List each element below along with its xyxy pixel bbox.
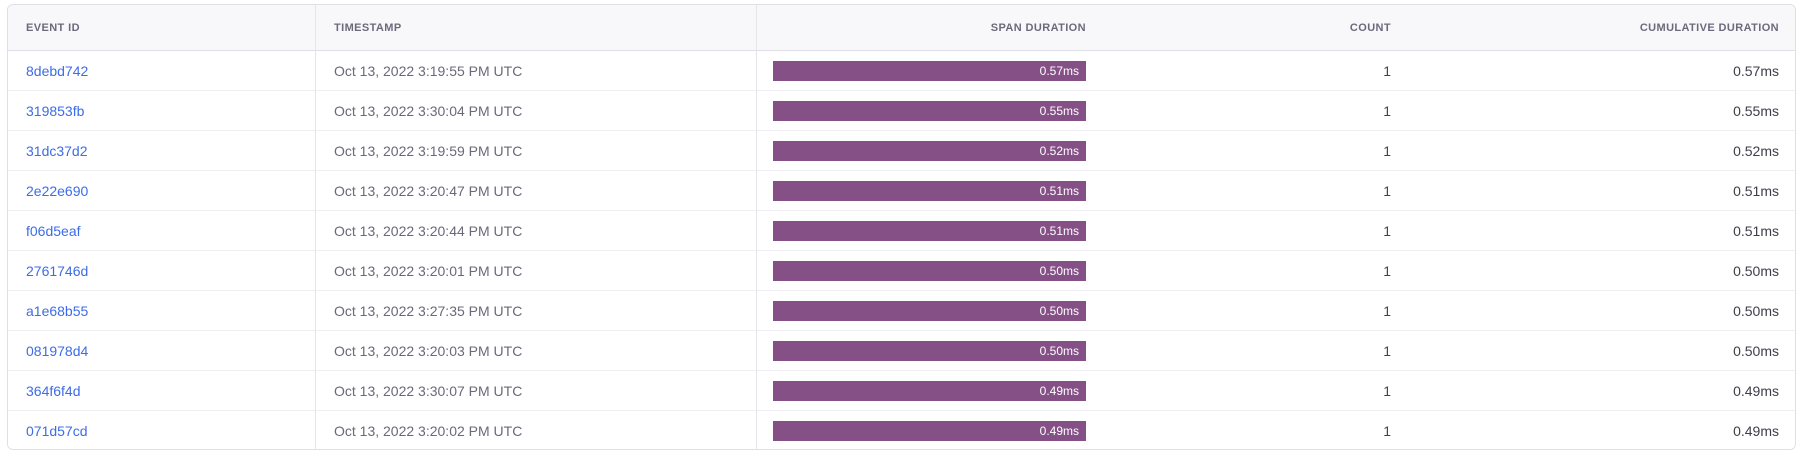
span-duration-bar: 0.51ms: [773, 220, 1086, 241]
span-duration-cell: 0.55ms: [757, 91, 1102, 130]
timestamp-cell: Oct 13, 2022 3:20:47 PM UTC: [316, 171, 757, 210]
span-duration-cell: 0.50ms: [757, 251, 1102, 290]
column-header-event-id[interactable]: EVENT ID: [8, 5, 316, 50]
event-id-cell: a1e68b55: [8, 291, 316, 330]
table-row: 8debd742 Oct 13, 2022 3:19:55 PM UTC 0.5…: [8, 51, 1795, 91]
span-duration-label: 0.51ms: [1039, 183, 1079, 198]
cumulative-duration-cell: 0.50ms: [1733, 262, 1779, 279]
table-row: 31dc37d2 Oct 13, 2022 3:19:59 PM UTC 0.5…: [8, 131, 1795, 171]
event-id-link[interactable]: 071d57cd: [26, 423, 88, 439]
timestamp-cell: Oct 13, 2022 3:19:59 PM UTC: [316, 131, 757, 170]
count-cell: 1: [1383, 62, 1391, 79]
span-duration-cell: 0.57ms: [757, 51, 1102, 90]
timestamp-cell: Oct 13, 2022 3:19:55 PM UTC: [316, 51, 757, 90]
table-row: 364f6f4d Oct 13, 2022 3:30:07 PM UTC 0.4…: [8, 371, 1795, 411]
span-duration-bar: 0.51ms: [773, 180, 1086, 201]
span-duration-bar: 0.50ms: [773, 260, 1086, 281]
span-duration-label: 0.49ms: [1039, 383, 1079, 398]
count-cell: 1: [1383, 182, 1391, 199]
column-header-span-duration[interactable]: SPAN DURATION: [990, 21, 1086, 34]
span-duration-label: 0.52ms: [1039, 143, 1079, 158]
span-duration-label: 0.51ms: [1039, 223, 1079, 238]
table-row: f06d5eaf Oct 13, 2022 3:20:44 PM UTC 0.5…: [8, 211, 1795, 251]
event-id-cell: 8debd742: [8, 51, 316, 90]
span-duration-label: 0.50ms: [1039, 343, 1079, 358]
span-duration-label: 0.57ms: [1039, 63, 1079, 78]
count-cell: 1: [1383, 102, 1391, 119]
span-duration-label: 0.55ms: [1039, 103, 1079, 118]
event-id-cell: 364f6f4d: [8, 371, 316, 410]
timestamp-cell: Oct 13, 2022 3:20:01 PM UTC: [316, 251, 757, 290]
cumulative-duration-cell: 0.51ms: [1733, 182, 1779, 199]
span-duration-label: 0.50ms: [1039, 263, 1079, 278]
count-cell: 1: [1383, 142, 1391, 159]
event-id-cell: f06d5eaf: [8, 211, 316, 250]
table-row: 2761746d Oct 13, 2022 3:20:01 PM UTC 0.5…: [8, 251, 1795, 291]
span-duration-cell: 0.50ms: [757, 331, 1102, 370]
span-duration-label: 0.49ms: [1039, 424, 1079, 438]
timestamp-cell: Oct 13, 2022 3:20:44 PM UTC: [316, 211, 757, 250]
column-header-count[interactable]: COUNT: [1349, 21, 1391, 34]
event-id-cell: 2761746d: [8, 251, 316, 290]
event-id-link[interactable]: f06d5eaf: [26, 222, 81, 239]
span-duration-cell: 0.49ms: [757, 411, 1102, 449]
table-header-row: EVENT ID TIMESTAMP SPAN DURATION COUNT C…: [8, 5, 1795, 51]
table-row: 071d57cd Oct 13, 2022 3:20:02 PM UTC 0.4…: [8, 411, 1795, 449]
cumulative-duration-cell: 0.49ms: [1733, 423, 1779, 439]
table-row: a1e68b55 Oct 13, 2022 3:27:35 PM UTC 0.5…: [8, 291, 1795, 331]
timestamp-cell: Oct 13, 2022 3:30:04 PM UTC: [316, 91, 757, 130]
count-cell: 1: [1383, 382, 1391, 399]
span-duration-cell: 0.51ms: [757, 211, 1102, 250]
cumulative-duration-cell: 0.52ms: [1733, 142, 1779, 159]
timestamp-cell: Oct 13, 2022 3:20:03 PM UTC: [316, 331, 757, 370]
event-id-link[interactable]: 081978d4: [26, 342, 89, 359]
event-id-link[interactable]: 8debd742: [26, 62, 89, 79]
event-id-cell: 2e22e690: [8, 171, 316, 210]
table-row: 2e22e690 Oct 13, 2022 3:20:47 PM UTC 0.5…: [8, 171, 1795, 211]
cumulative-duration-cell: 0.50ms: [1733, 342, 1779, 359]
cumulative-duration-cell: 0.51ms: [1733, 222, 1779, 239]
timestamp-cell: Oct 13, 2022 3:30:07 PM UTC: [316, 371, 757, 410]
table-row: 081978d4 Oct 13, 2022 3:20:03 PM UTC 0.5…: [8, 331, 1795, 371]
span-duration-cell: 0.51ms: [757, 171, 1102, 210]
cumulative-duration-cell: 0.57ms: [1733, 62, 1779, 79]
events-table: EVENT ID TIMESTAMP SPAN DURATION COUNT C…: [7, 4, 1796, 450]
event-id-link[interactable]: 31dc37d2: [26, 142, 88, 159]
span-duration-bar: 0.57ms: [773, 60, 1086, 81]
span-duration-label: 0.50ms: [1039, 303, 1079, 318]
span-duration-bar: 0.49ms: [773, 421, 1086, 441]
span-duration-bar: 0.50ms: [773, 340, 1086, 361]
column-header-cumulative-duration[interactable]: CUMULATIVE DURATION: [1639, 21, 1779, 34]
span-duration-cell: 0.50ms: [757, 291, 1102, 330]
count-cell: 1: [1383, 262, 1391, 279]
timestamp-cell: Oct 13, 2022 3:20:02 PM UTC: [316, 411, 757, 449]
cumulative-duration-cell: 0.50ms: [1733, 302, 1779, 319]
cumulative-duration-cell: 0.49ms: [1733, 382, 1779, 399]
event-id-cell: 31dc37d2: [8, 131, 316, 170]
event-id-cell: 319853fb: [8, 91, 316, 130]
span-duration-bar: 0.55ms: [773, 100, 1086, 121]
count-cell: 1: [1383, 423, 1391, 439]
cumulative-duration-cell: 0.55ms: [1733, 102, 1779, 119]
span-duration-cell: 0.49ms: [757, 371, 1102, 410]
event-id-cell: 071d57cd: [8, 411, 316, 449]
column-header-timestamp[interactable]: TIMESTAMP: [316, 5, 757, 50]
span-duration-cell: 0.52ms: [757, 131, 1102, 170]
event-id-link[interactable]: 2761746d: [26, 262, 89, 279]
span-duration-bar: 0.52ms: [773, 140, 1086, 161]
event-id-link[interactable]: 319853fb: [26, 102, 85, 119]
table-row: 319853fb Oct 13, 2022 3:30:04 PM UTC 0.5…: [8, 91, 1795, 131]
span-duration-bar: 0.50ms: [773, 300, 1086, 321]
event-id-link[interactable]: 2e22e690: [26, 182, 89, 199]
span-duration-bar: 0.49ms: [773, 380, 1086, 401]
event-id-cell: 081978d4: [8, 331, 316, 370]
event-id-link[interactable]: a1e68b55: [26, 302, 89, 319]
timestamp-cell: Oct 13, 2022 3:27:35 PM UTC: [316, 291, 757, 330]
count-cell: 1: [1383, 342, 1391, 359]
count-cell: 1: [1383, 222, 1391, 239]
count-cell: 1: [1383, 302, 1391, 319]
event-id-link[interactable]: 364f6f4d: [26, 382, 81, 399]
